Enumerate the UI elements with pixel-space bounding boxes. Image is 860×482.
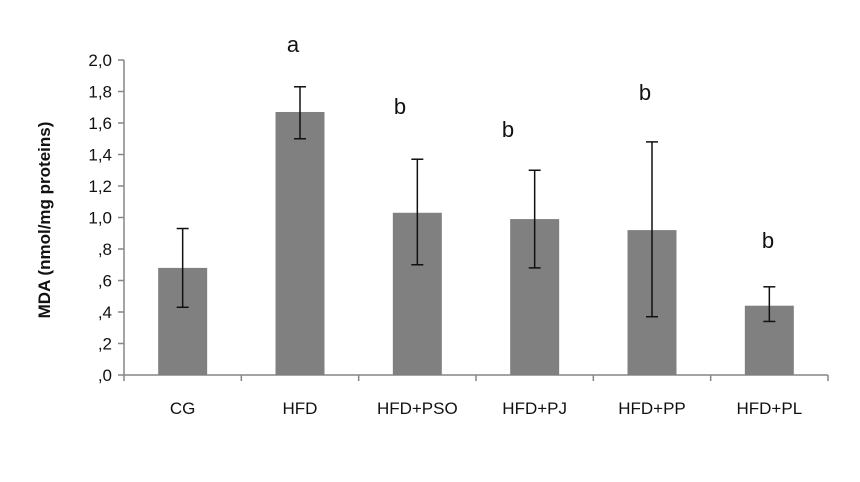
x-category-label: HFD+PJ bbox=[502, 399, 567, 418]
significance-label: a bbox=[287, 32, 300, 57]
significance-label: b bbox=[394, 94, 406, 119]
chart-y-ticks: ,0 ,2 ,4 ,6 ,8 1,0 1,2 1,4 1,6 1,8 2,0 bbox=[88, 51, 124, 385]
y-tick-label: ,2 bbox=[98, 335, 112, 354]
significance-label: b bbox=[762, 228, 774, 253]
significance-label: b bbox=[639, 80, 651, 105]
y-axis-label: MDA (nmol/mg proteins) bbox=[35, 122, 54, 319]
y-tick-label: 2,0 bbox=[88, 51, 112, 70]
chart-axes bbox=[123, 60, 829, 381]
chart-significance-labels: a b b b b bbox=[287, 32, 774, 253]
chart-bars bbox=[158, 111, 794, 375]
significance-label: b bbox=[502, 117, 514, 142]
x-category-label: HFD bbox=[283, 399, 318, 418]
y-tick-label: 1,0 bbox=[88, 209, 112, 228]
x-category-label: HFD+PP bbox=[618, 399, 686, 418]
y-tick-label: 1,8 bbox=[88, 83, 112, 102]
y-tick-label: 1,4 bbox=[88, 146, 112, 165]
bar-hfd bbox=[275, 111, 325, 375]
x-category-label: CG bbox=[170, 399, 196, 418]
x-category-label: HFD+PSO bbox=[377, 399, 458, 418]
chart-error-bars bbox=[176, 86, 776, 323]
chart-x-categories: CG HFD HFD+PSO HFD+PJ HFD+PP HFD+PL bbox=[170, 399, 802, 418]
y-tick-label: 1,6 bbox=[88, 114, 112, 133]
y-tick-label: 1,2 bbox=[88, 177, 112, 196]
x-category-label: HFD+PL bbox=[736, 399, 802, 418]
y-tick-label: ,6 bbox=[98, 272, 112, 291]
y-tick-label: ,0 bbox=[98, 366, 112, 385]
y-tick-label: ,4 bbox=[98, 303, 112, 322]
y-tick-label: ,8 bbox=[98, 240, 112, 259]
